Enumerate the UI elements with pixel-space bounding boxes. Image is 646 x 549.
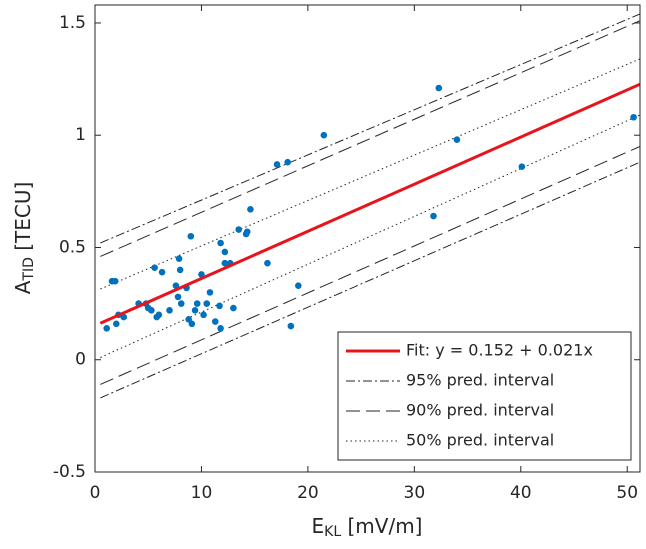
data-point: [221, 259, 229, 267]
data-point: [264, 259, 271, 267]
data-point: [198, 271, 205, 278]
data-point: [235, 226, 243, 233]
series-line: [100, 58, 640, 290]
data-point: [295, 282, 302, 289]
series-line: [100, 145, 640, 385]
legend-label: 90% pred. interval: [406, 401, 554, 420]
data-point: [284, 158, 291, 166]
data-point: [247, 206, 254, 213]
data-point: [203, 300, 211, 307]
data-point: [217, 239, 224, 247]
data-point: [453, 136, 461, 144]
data-point: [166, 307, 173, 314]
y-tick-label: 1: [75, 125, 86, 145]
y-tick-label: -0.5: [53, 462, 86, 482]
data-point: [320, 131, 328, 139]
data-point: [273, 161, 281, 168]
data-point: [193, 300, 201, 307]
x-tick-label: 30: [404, 483, 426, 503]
data-point: [158, 268, 166, 276]
y-tick-label: 0.5: [59, 237, 86, 257]
y-tick-label: 0: [75, 350, 86, 370]
y-axis-label: ATID [TECU]: [11, 182, 38, 295]
data-point: [211, 318, 219, 325]
x-tick-label: 0: [90, 483, 101, 503]
x-tick-label: 50: [616, 483, 638, 503]
data-point: [206, 289, 214, 296]
x-tick-label: 10: [191, 483, 213, 503]
legend-label: 95% pred. interval: [406, 371, 554, 390]
data-point: [518, 163, 526, 170]
data-point: [216, 302, 223, 310]
data-point: [103, 325, 111, 332]
data-point: [175, 255, 183, 263]
data-point: [112, 320, 120, 328]
series-line: [99, 82, 640, 325]
series-line: [100, 161, 640, 399]
axes-box: [94, 4, 641, 473]
data-point: [188, 320, 196, 328]
data-point: [221, 248, 229, 256]
data-point: [177, 300, 185, 307]
data-point: [287, 322, 295, 330]
data-point: [120, 313, 128, 321]
data-point: [174, 293, 182, 301]
legend: Fit: y = 0.152 + 0.021x 95% pred. interva…: [337, 331, 632, 461]
legend-label: Fit: y = 0.152 + 0.021x: [406, 341, 593, 360]
data-point: [151, 264, 158, 271]
data-point: [191, 307, 199, 314]
data-point: [430, 212, 437, 220]
data-point: [217, 325, 224, 332]
data-point: [176, 266, 184, 274]
legend-box: [337, 331, 632, 461]
data-point: [230, 304, 237, 312]
series-line: [100, 20, 640, 257]
y-tick-label: 1.5: [59, 13, 86, 33]
data-point: [155, 311, 163, 319]
x-tick-label: 20: [297, 483, 319, 503]
data-point: [172, 282, 180, 289]
data-point: [243, 228, 251, 236]
x-axis-label: EKL [mV/m]: [312, 514, 423, 541]
x-tick-label: 40: [510, 483, 532, 503]
data-point: [187, 232, 195, 240]
series-line: [100, 13, 640, 244]
data-point: [111, 277, 119, 285]
legend-label: 50% pred. interval: [406, 431, 554, 450]
data-point: [200, 311, 207, 319]
data-point: [435, 84, 443, 92]
data-point: [630, 113, 637, 121]
data-point: [148, 307, 155, 314]
